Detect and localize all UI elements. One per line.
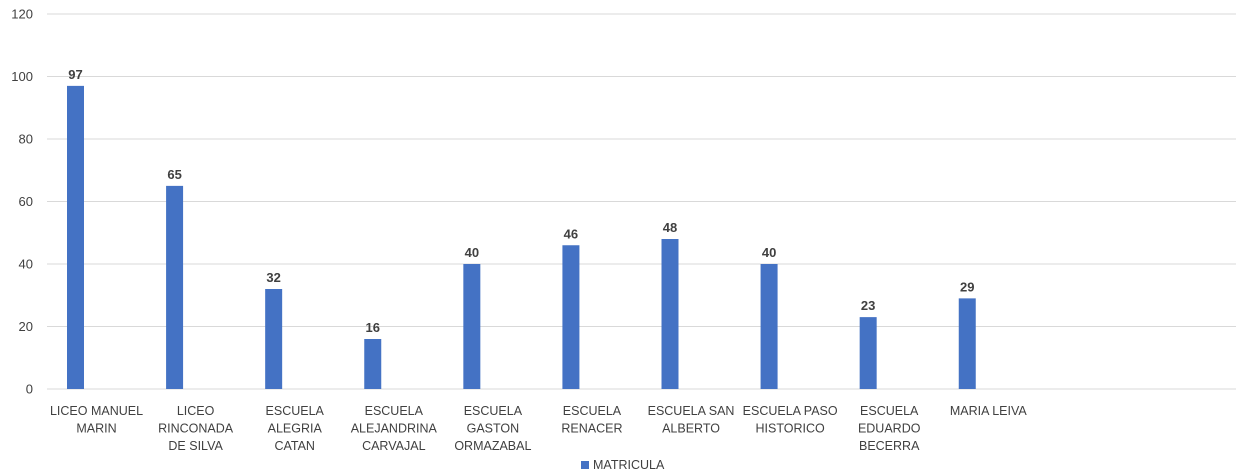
x-category-label: ESCUELA ALEGRIA CATAN bbox=[266, 404, 325, 453]
bar bbox=[958, 298, 976, 389]
bar bbox=[463, 264, 481, 389]
bar bbox=[859, 317, 877, 389]
legend: MATRICULA bbox=[581, 458, 665, 472]
y-tick-label: 20 bbox=[19, 319, 33, 334]
y-axis: 0 20 40 60 80 100 120 bbox=[11, 7, 33, 397]
data-label: 48 bbox=[663, 220, 677, 235]
bar bbox=[364, 339, 382, 389]
x-axis: LICEO MANUEL MARIN LICEO RINCONADA DE SILVA E… bbox=[50, 404, 1027, 453]
bar bbox=[760, 264, 778, 389]
legend-swatch bbox=[581, 461, 589, 469]
data-label: 23 bbox=[861, 298, 875, 313]
bars bbox=[67, 85, 976, 389]
y-tick-label: 0 bbox=[26, 382, 33, 397]
x-category-label: ESCUELA PASO HISTORICO bbox=[743, 404, 838, 436]
legend-label: MATRICULA bbox=[593, 458, 665, 472]
bar bbox=[661, 239, 679, 389]
y-tick-label: 80 bbox=[19, 132, 33, 147]
x-category-label: ESCUELA EDUARDO BECERRA bbox=[858, 404, 921, 453]
x-category-label: LICEO RINCONADA DE SILVA bbox=[158, 404, 234, 453]
data-label: 16 bbox=[366, 320, 380, 335]
y-tick-label: 40 bbox=[19, 257, 33, 272]
gridlines bbox=[47, 13, 1236, 390]
y-tick-label: 60 bbox=[19, 194, 33, 209]
y-tick-label: 100 bbox=[11, 69, 33, 84]
y-tick-label: 120 bbox=[11, 7, 33, 22]
data-label: 46 bbox=[564, 226, 578, 241]
bar bbox=[562, 245, 580, 389]
x-category-label: MARIA LEIVA bbox=[950, 404, 1028, 418]
data-label: 97 bbox=[68, 67, 82, 82]
x-category-label: ESCUELA RENACER bbox=[561, 404, 622, 436]
x-category-label: ESCUELA GASTON ORMAZABAL bbox=[454, 404, 531, 453]
x-category-label: LICEO MANUEL MARIN bbox=[50, 404, 143, 436]
data-label: 32 bbox=[266, 270, 280, 285]
data-labels: 97 65 32 16 40 46 48 40 23 29 bbox=[68, 67, 974, 335]
bar bbox=[166, 185, 184, 389]
bar bbox=[67, 85, 84, 389]
x-category-label: ESCUELA SAN ALBERTO bbox=[648, 404, 735, 436]
data-label: 65 bbox=[167, 167, 181, 182]
x-category-label: ESCUELA ALEJANDRINA CARVAJAL bbox=[351, 404, 438, 453]
data-label: 40 bbox=[465, 245, 479, 260]
data-label: 29 bbox=[960, 279, 974, 294]
data-label: 40 bbox=[762, 245, 776, 260]
bar bbox=[265, 289, 283, 389]
